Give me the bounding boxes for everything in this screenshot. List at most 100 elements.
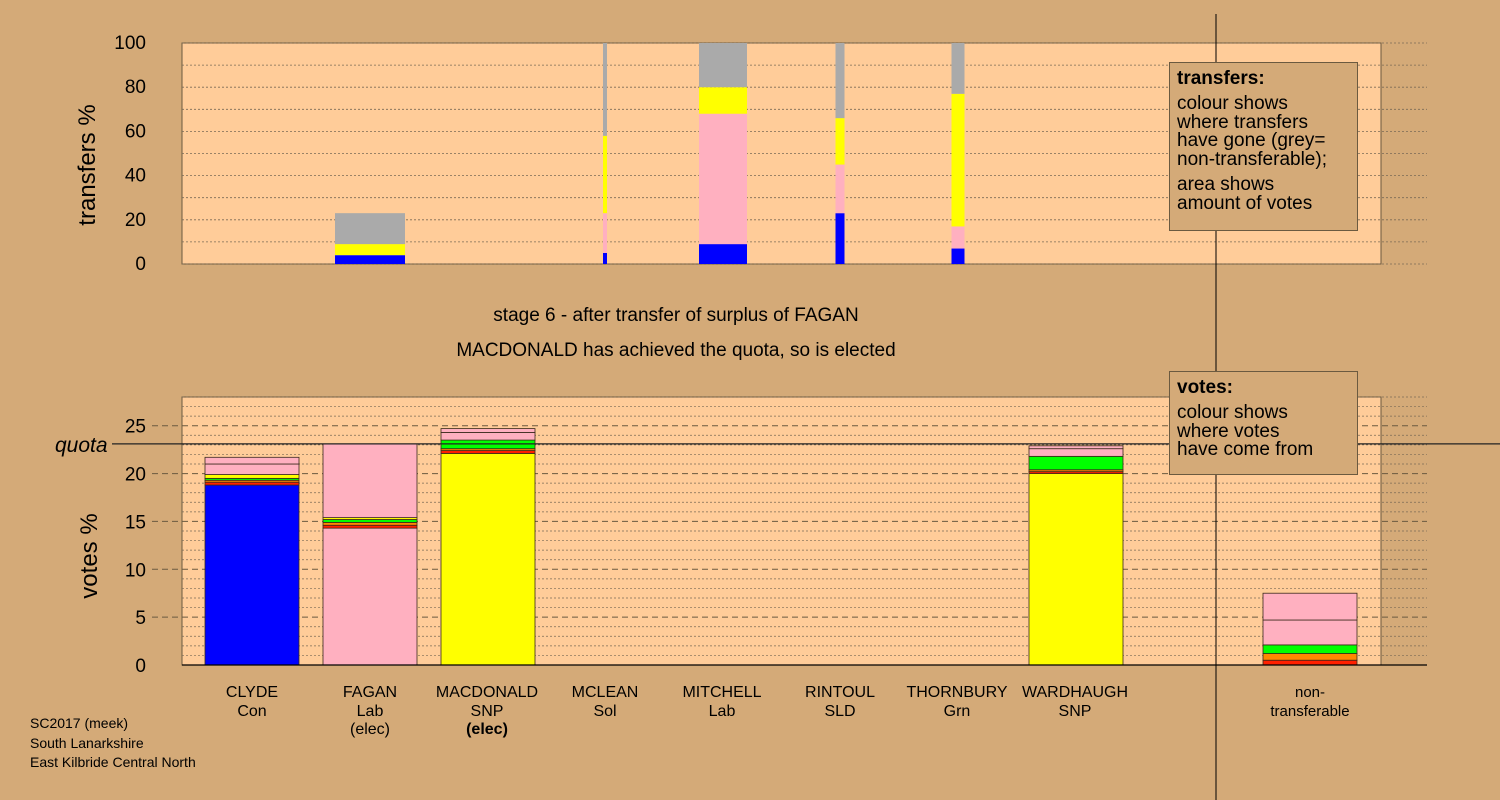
vote-bar-segment: [1028, 455, 1124, 471]
transfers-tick-label: 80: [125, 77, 146, 98]
candidate-label-fagan: FAGAN Lab (elec): [300, 684, 440, 740]
legend-line: area shows: [1177, 174, 1275, 195]
vote-bar-segment: [1028, 445, 1124, 450]
transfer-bar-segment: [603, 135, 607, 214]
candidate-label-rintoul: RINTOUL SLD: [770, 684, 910, 721]
candidate-note: (elec): [349, 721, 390, 738]
candidate-label-clyde: CLYDE Con: [182, 684, 322, 721]
vote-bar-segment: [440, 453, 536, 666]
candidate-label-mclean: MCLEAN Sol: [535, 684, 675, 721]
candidate-name: WARDHAUGH: [1021, 684, 1129, 701]
vote-bar-segment: [204, 463, 300, 475]
footer-line: South Lanarkshire: [30, 734, 144, 751]
vote-bar-segment: [204, 474, 300, 479]
vote-bar-segment: [204, 481, 300, 486]
transfer-bar-segment: [951, 43, 965, 94]
candidate-name: MITCHELL: [682, 684, 762, 701]
transfer-bar-segment: [699, 244, 747, 264]
votes-tick-label: 10: [125, 560, 146, 581]
candidate-party: Con: [237, 702, 267, 720]
candidate-party: Lab: [708, 702, 736, 720]
transfer-bar-segment: [699, 87, 747, 114]
candidate-party: transferable: [1270, 702, 1350, 720]
vote-bar-segment: [322, 527, 418, 666]
stage-title: stage 6 - after transfer of surplus of F…: [493, 305, 859, 326]
transfer-bar-segment: [951, 248, 965, 264]
vote-bar-segment: [1262, 659, 1358, 666]
candidate-label-mitchell: MITCHELL Lab: [652, 684, 792, 721]
vote-bar-segment: [322, 519, 418, 523]
vote-bar-segment: [322, 524, 418, 529]
transfers-legend-heading: transfers:: [1177, 68, 1265, 89]
transfer-bar-segment: [835, 118, 845, 165]
vote-bar-segment: [1262, 644, 1358, 654]
transfers-tick-label: 0: [135, 254, 146, 275]
transfers-tick-label: 60: [125, 121, 146, 142]
vote-bar-segment: [204, 484, 300, 666]
footer-line: SC2017 (meek): [30, 715, 129, 731]
transfer-bar-segment: [335, 255, 405, 264]
vote-bar-segment: [440, 450, 536, 454]
candidate-name: non-: [1294, 684, 1326, 701]
candidate-name: MACDONALD: [435, 684, 539, 701]
candidate-label-macdonald: MACDONALD SNP (elec): [417, 684, 557, 740]
candidate-name: MCLEAN: [571, 684, 639, 701]
candidate-party: Lab: [356, 702, 384, 720]
votes-tick-label: 15: [125, 512, 146, 533]
vote-bar-segment: [1028, 448, 1124, 457]
footer: SC2017 (meek) South Lanarkshire East Kil…: [30, 714, 196, 773]
votes-tick-label: 0: [135, 656, 146, 677]
votes-legend-heading: votes:: [1177, 377, 1233, 398]
candidate-label-wardhaugh: WARDHAUGH SNP: [1005, 684, 1145, 721]
legend-line: non-transferable);: [1177, 148, 1327, 170]
transfers-tick-label: 20: [125, 210, 146, 231]
legend-line: have gone (grey=: [1177, 130, 1326, 151]
vote-bar-segment: [322, 521, 418, 526]
vote-bar-segment: [322, 443, 418, 518]
transfer-bar-segment: [335, 244, 405, 256]
transfers-legend: transfers: colour shows where transfers …: [1169, 62, 1358, 231]
vote-bar-segment: [1262, 653, 1358, 661]
candidate-label-nontransferable: non- transferable: [1240, 684, 1380, 721]
candidate-name: CLYDE: [225, 684, 279, 701]
candidate-name: FAGAN: [342, 684, 398, 701]
vote-bar-segment: [1262, 619, 1358, 646]
legend-line: amount of votes: [1177, 192, 1313, 214]
votes-legend: votes: colour shows where votes have com…: [1169, 371, 1358, 475]
transfer-bar-segment: [699, 113, 747, 245]
transfer-bar-segment: [603, 43, 607, 136]
status-title: MACDONALD has achieved the quota, so is …: [456, 340, 896, 361]
candidate-party: SNP: [470, 702, 504, 720]
transfers-tick-label: 100: [114, 33, 146, 54]
votes-axis-label: votes %: [76, 513, 103, 599]
transfer-bar-segment: [951, 93, 965, 227]
legend-line: colour shows: [1177, 402, 1288, 423]
transfer-bar-segment: [835, 43, 845, 119]
votes-tick-label: 25: [125, 417, 146, 438]
footer-line: East Kilbride Central North: [30, 754, 196, 770]
legend-line: have come from: [1177, 439, 1314, 460]
vote-bar-segment: [1028, 473, 1124, 666]
vote-bar-segment: [440, 428, 536, 433]
vote-bar-segment: [1262, 592, 1358, 621]
candidate-party: Sol: [593, 702, 617, 720]
votes-tick-label: 20: [125, 465, 146, 486]
transfer-bar-segment: [699, 43, 747, 88]
transfer-bar-segment: [835, 164, 845, 214]
quota-label: quota: [55, 434, 108, 457]
votes-tick-label: 5: [135, 608, 146, 629]
legend-line: colour shows: [1177, 93, 1288, 114]
candidate-name: RINTOUL: [805, 684, 875, 701]
transfer-bar-segment: [951, 226, 965, 249]
candidate-party: SNP: [1058, 702, 1092, 720]
candidate-note: (elec): [466, 721, 508, 738]
transfers-axis-label: transfers %: [74, 104, 101, 226]
candidate-label-thornbury: THORNBURY Grn: [887, 684, 1027, 721]
transfer-bar-segment: [603, 252, 607, 264]
legend-line: where votes: [1177, 420, 1280, 442]
transfers-tick-label: 40: [125, 166, 146, 187]
vote-bar-segment: [204, 456, 300, 465]
candidate-name: THORNBURY: [906, 684, 1008, 701]
transfer-bar-segment: [603, 213, 607, 253]
transfer-bar-segment: [335, 213, 405, 245]
